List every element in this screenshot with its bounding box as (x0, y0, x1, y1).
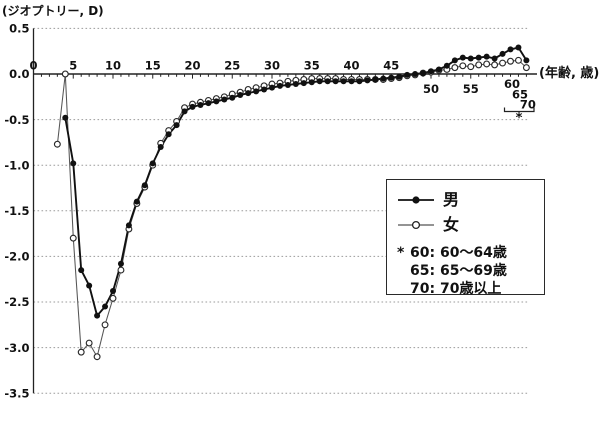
legend-footnote: * 60: 60〜64歳 65: 65〜69歳 70: 70歳以上 (397, 244, 538, 298)
svg-text:15: 15 (145, 59, 161, 73)
svg-text:55: 55 (463, 82, 479, 96)
svg-text:-0.5: -0.5 (4, 113, 29, 127)
footnote-line-65: 65: 65〜69歳 (397, 262, 538, 280)
svg-text:35: 35 (304, 59, 320, 73)
svg-text:5: 5 (69, 59, 77, 73)
svg-text:20: 20 (184, 59, 200, 73)
svg-text:-1.0: -1.0 (4, 158, 29, 172)
svg-text:30: 30 (264, 59, 280, 73)
svg-text:65: 65 (512, 87, 528, 101)
legend-male-label: 男 (443, 189, 460, 209)
male-series-markers (62, 44, 530, 319)
legend-box: 男 女 * 60: 60〜64歳 65: 65〜69歳 70: 70歳以上 (386, 179, 545, 298)
y-axis-unit-title: (ジオプトリー, D) (2, 4, 104, 18)
svg-text:10: 10 (105, 59, 121, 73)
footnote-text-65: 65: 65〜69歳 (410, 263, 507, 279)
svg-text:-1.5: -1.5 (4, 204, 29, 218)
svg-text:40: 40 (343, 59, 359, 73)
footnote-text-70: 70: 70歳以上 (410, 281, 502, 297)
female-open-circle-marker-icon (398, 220, 434, 229)
footnote-asterisk: * (397, 245, 405, 261)
svg-text:-3.5: -3.5 (4, 386, 29, 400)
legend-item-male: 男 (397, 187, 538, 212)
axes (32, 28, 537, 394)
svg-text:25: 25 (224, 59, 240, 73)
y-tick-labels: 0.5 0.0 -0.5 -1.0 -1.5 -2.0 -2.5 -3.0 -3.5 (4, 22, 29, 401)
svg-text:60: 60 (504, 77, 520, 91)
svg-text:-3.0: -3.0 (4, 341, 29, 355)
svg-text:70: 70 (520, 98, 536, 112)
footnote-line-60: * 60: 60〜64歳 (397, 244, 538, 262)
svg-text:*: * (516, 111, 523, 126)
male-filled-circle-marker-icon (398, 195, 434, 204)
svg-text:0.0: 0.0 (9, 67, 29, 81)
x-axis-unit-label: (年齢, 歳) (539, 66, 600, 81)
svg-text:0.5: 0.5 (9, 22, 29, 36)
svg-text:45: 45 (383, 59, 399, 73)
footnote-line-70: 70: 70歳以上 (397, 280, 538, 298)
legend-item-female: 女 (397, 212, 538, 237)
svg-text:50: 50 (423, 82, 439, 96)
svg-text:-2.5: -2.5 (4, 295, 29, 309)
svg-text:-2.0: -2.0 (4, 250, 29, 264)
category-bracket: * (503, 107, 535, 126)
legend-female-label: 女 (443, 214, 460, 234)
footnote-text-60: 60: 60〜64歳 (410, 245, 507, 261)
svg-text:0: 0 (29, 59, 37, 73)
